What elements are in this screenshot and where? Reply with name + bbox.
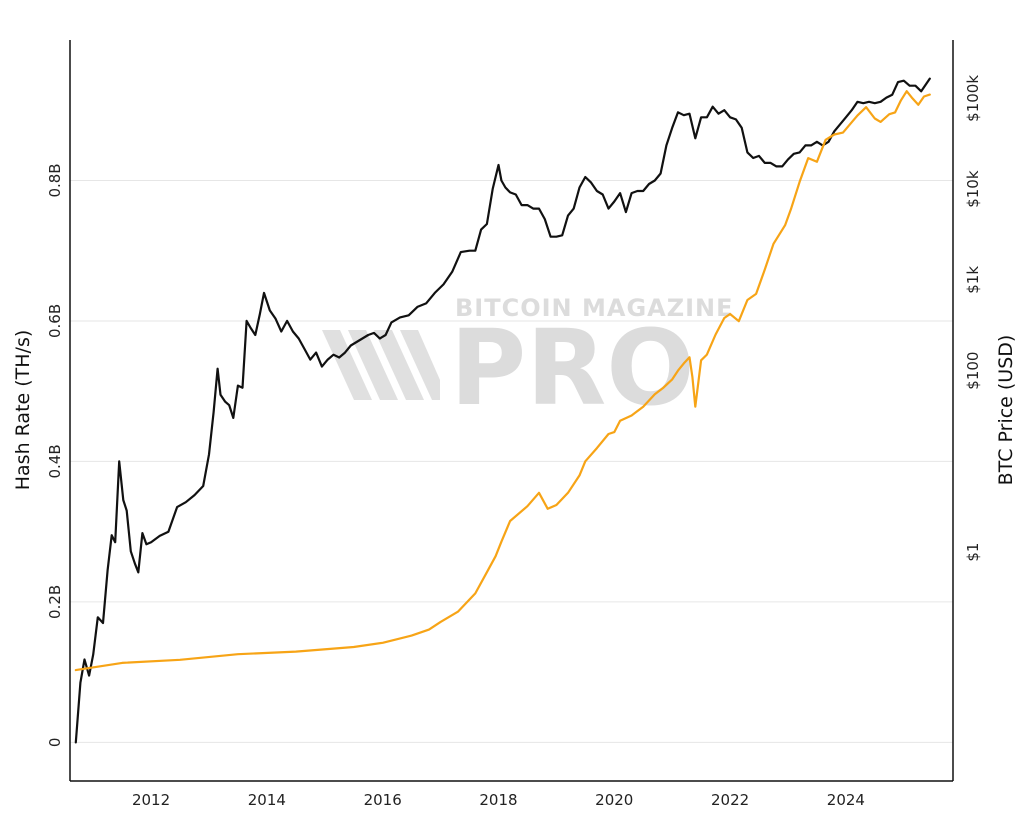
y-tick-label: 0.4B [46,444,64,478]
y2-tick-label: $1 [964,543,982,562]
y2-tick-label: $100 [964,352,982,390]
y-tick-label: 0.8B [46,163,64,197]
watermark-bottom-text: PRO [450,307,695,429]
y-tick-label: 0 [46,738,64,748]
right-axis-title: BTC Price (USD) [995,335,1017,486]
hash-rate-line [74,77,931,744]
x-tick-label: 2020 [595,791,633,809]
watermark: BITCOIN MAGAZINE PRO [322,294,734,429]
y-tick-label: 0.6B [46,304,64,338]
btc-price-line [74,90,931,672]
x-tick-label: 2018 [479,791,517,809]
tick-labels: 0 0.2B 0.4B 0.6B 0.8B 2012 2014 2016 2018 2020 202… [46,75,982,809]
x-tick-label: 2016 [364,791,402,809]
watermark-top-text: BITCOIN MAGAZINE [455,294,734,322]
x-tick-label: 2022 [711,791,749,809]
gridlines [70,179,953,743]
y-tick-label: 0.2B [46,585,64,619]
y2-tick-label: $1k [964,266,982,294]
y2-tick-label: $100k [964,75,982,122]
x-tick-label: 2024 [827,791,865,809]
x-tick-label: 2014 [248,791,286,809]
x-tick-label: 2012 [132,791,170,809]
y2-tick-label: $10k [964,170,982,208]
left-axis-title: Hash Rate (TH/s) [12,330,34,491]
watermark-logo-icon [322,330,440,400]
series-layer [74,77,931,744]
